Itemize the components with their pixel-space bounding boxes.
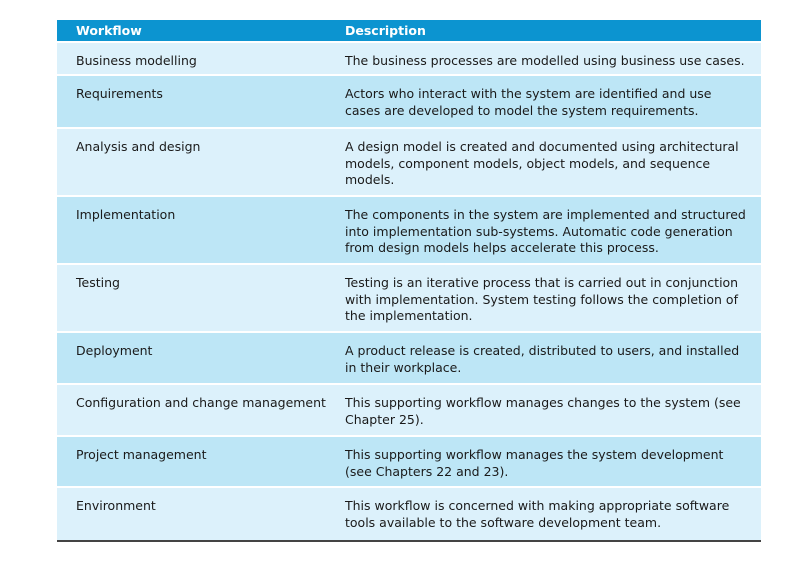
workflow-cell: Environment [76, 498, 156, 513]
description-cell: The components in the system are impleme… [345, 207, 746, 255]
description-cell: The business processes are modelled usin… [345, 53, 745, 68]
description-cell: Testing is an iterative process that is … [345, 275, 739, 323]
workflow-cell: Business modelling [76, 53, 197, 68]
table-row: Requirements Actors who interact with th… [57, 76, 761, 129]
table-row: Testing Testing is an iterative process … [57, 265, 761, 333]
workflow-cell: Testing [76, 275, 120, 290]
table-row: Implementation The components in the sys… [57, 197, 761, 265]
description-cell: A design model is created and documented… [345, 139, 739, 187]
table-row: Business modelling The business processe… [57, 43, 761, 76]
workflow-cell: Implementation [76, 207, 176, 222]
description-cell: This supporting workflow manages the sys… [345, 447, 724, 479]
workflow-cell: Configuration and change management [76, 395, 326, 410]
table-row: Project management This supporting workf… [57, 437, 761, 488]
workflow-cell: Requirements [76, 86, 163, 101]
bottom-rule [57, 540, 761, 542]
header-workflow: Workflow [76, 23, 142, 38]
workflow-cell: Project management [76, 447, 207, 462]
table-row: Analysis and design A design model is cr… [57, 129, 761, 197]
workflow-cell: Deployment [76, 343, 153, 358]
description-cell: This supporting workflow manages changes… [345, 395, 741, 427]
description-cell: Actors who interact with the system are … [345, 86, 712, 118]
workflow-table: Workflow Description Business modelling … [57, 20, 761, 542]
table-row: Deployment A product release is created,… [57, 333, 761, 385]
header-separator [57, 41, 761, 43]
header-description: Description [345, 23, 426, 38]
table-row: Configuration and change management This… [57, 385, 761, 437]
description-cell: A product release is created, distribute… [345, 343, 740, 375]
description-cell: This workflow is concerned with making a… [345, 498, 730, 530]
workflow-cell: Analysis and design [76, 139, 201, 154]
table-header: Workflow Description [57, 20, 761, 41]
table-row: Environment This workflow is concerned w… [57, 488, 761, 540]
